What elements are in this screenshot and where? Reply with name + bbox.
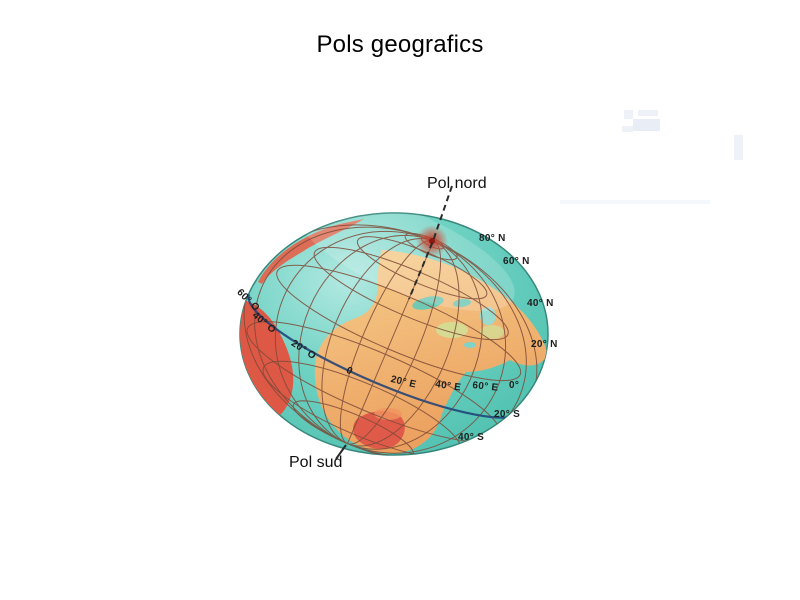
lowland-patch [480, 325, 504, 339]
south-axis-stub [335, 444, 347, 460]
scan-artifact [734, 135, 743, 160]
scan-artifact [560, 200, 710, 204]
scan-artifact [624, 110, 633, 119]
sea-black [453, 298, 471, 308]
equator-line [247, 293, 525, 419]
latitude-label-20s: 20° S [494, 409, 521, 420]
latitude-label-40s: 40° S [458, 432, 485, 443]
sea-gulf [464, 342, 476, 348]
latitude-label-20n: 20° N [531, 339, 558, 350]
latitude-label-0: 0° [509, 380, 520, 391]
latitude-label-60n: 60° N [503, 256, 530, 267]
scan-artifact [622, 126, 633, 132]
scan-artifact [633, 119, 660, 131]
scan-artifact [638, 110, 658, 116]
arctic-wash [295, 213, 515, 312]
lowland-patch [436, 322, 468, 338]
land-south-red-fringe [374, 408, 402, 420]
south-pole-label: Pol sud [289, 454, 343, 471]
north-pole-label: Pol nord [427, 175, 487, 192]
sea-mediterranean [412, 296, 444, 310]
latitude-label-80n: 80° N [479, 233, 506, 244]
earth-axis-line [408, 185, 453, 300]
land-africa-eurasia [314, 250, 548, 454]
north-pole-dot [429, 238, 435, 244]
page-title: Pols geografics [316, 31, 484, 58]
latitude-label-40n: 40° N [527, 298, 554, 309]
